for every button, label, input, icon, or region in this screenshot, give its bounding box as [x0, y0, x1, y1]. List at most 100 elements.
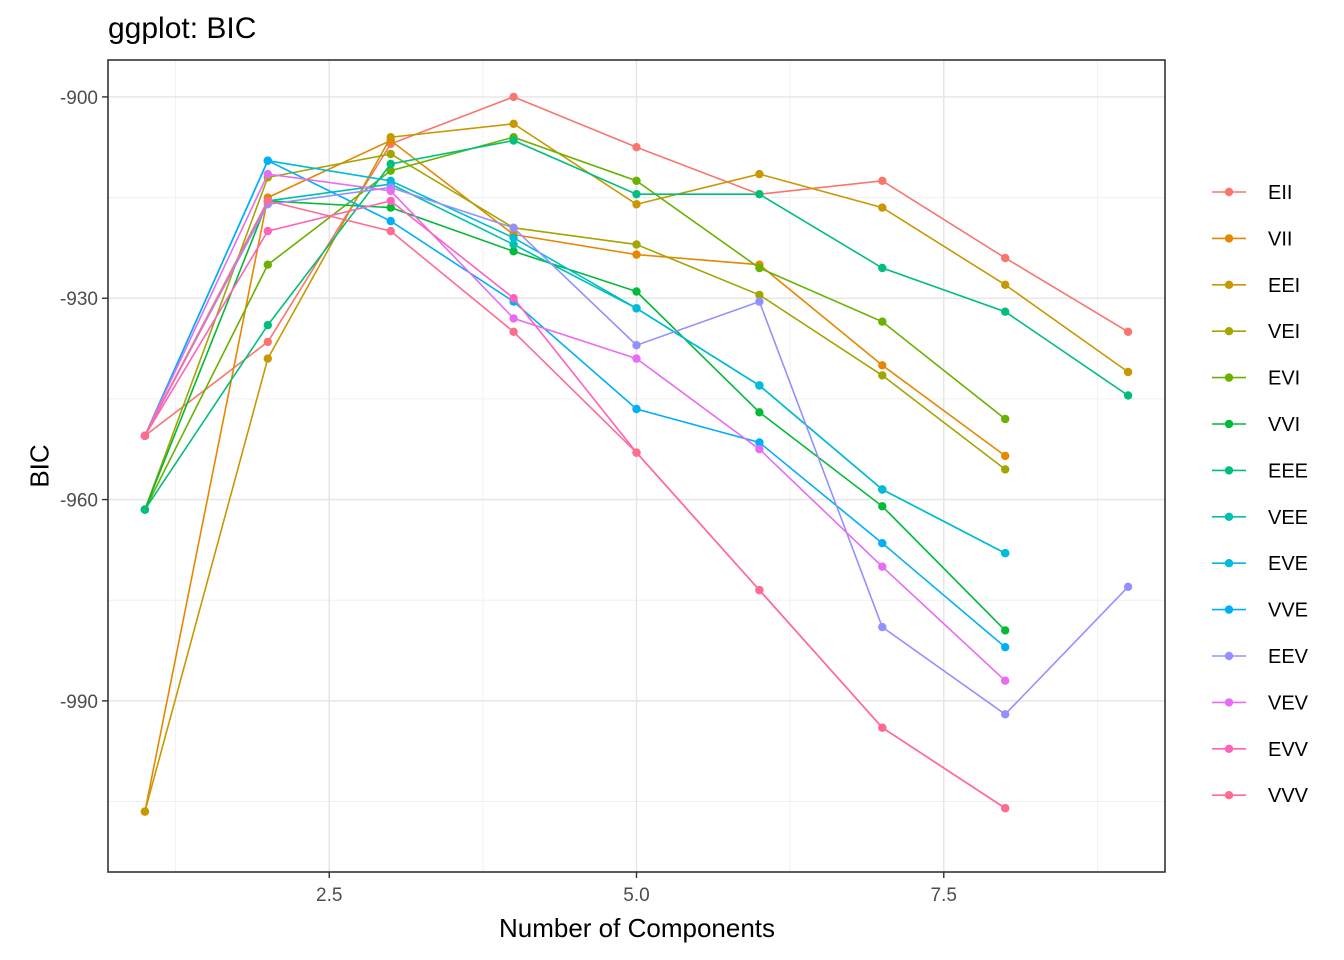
data-point-vve — [632, 404, 641, 414]
data-point-vev — [263, 169, 272, 179]
legend-label: VEI — [1268, 321, 1300, 343]
data-point-eei — [386, 133, 395, 142]
series-eee — [140, 136, 1133, 514]
data-point-eve — [509, 233, 518, 242]
legend-item-vei: VEI — [1212, 321, 1300, 343]
data-point-vvi — [386, 203, 395, 212]
data-point-eee — [140, 505, 150, 514]
series-line-evi — [144, 136, 1006, 510]
legend-label: VEE — [1268, 507, 1308, 529]
data-point-vei — [755, 290, 764, 300]
series-line-vve — [144, 159, 1006, 648]
data-point-eev — [755, 297, 764, 306]
data-point-eee — [1001, 307, 1010, 316]
data-point-vvv — [1001, 804, 1010, 813]
data-point-evi — [1001, 414, 1010, 424]
data-point-eee — [263, 320, 272, 330]
chart-title: ggplot: BIC — [108, 12, 257, 45]
data-point-eev — [509, 223, 518, 232]
legend-item-vvi: VVI — [1212, 414, 1300, 436]
legend-key-point — [1224, 234, 1234, 243]
legend-item-vee: VEE — [1212, 507, 1308, 529]
x-tick-label: 2.5 — [316, 885, 342, 906]
data-point-vvv — [140, 431, 150, 440]
legend-key-point — [1224, 327, 1234, 336]
data-point-eee — [632, 190, 641, 199]
data-point-vei — [1001, 465, 1010, 474]
data-point-eei — [140, 807, 150, 816]
data-point-eii — [1001, 253, 1010, 263]
data-point-vvv — [755, 585, 764, 595]
data-point-evi — [386, 166, 395, 175]
data-point-vvv — [509, 327, 518, 336]
legend-key-point — [1224, 419, 1234, 429]
data-point-vii — [1001, 451, 1010, 461]
series-line-vvv — [144, 199, 1006, 809]
data-point-vvv — [263, 196, 272, 206]
data-point-evv — [509, 294, 518, 303]
data-point-eii — [878, 176, 887, 185]
data-point-eee — [386, 159, 395, 169]
series-line-eve — [144, 159, 1006, 554]
data-point-vvv — [386, 226, 395, 236]
legend-key-point — [1224, 791, 1234, 800]
legend-label: EEI — [1268, 275, 1300, 297]
data-point-vvv — [632, 448, 641, 457]
data-point-vei — [386, 149, 395, 159]
series-eei — [140, 119, 1133, 816]
axis-ticks: 2.5 5.0 7.5 -900 -930 -960 -990 — [60, 88, 957, 906]
data-point-eei — [263, 354, 272, 363]
x-tick-label: 5.0 — [623, 885, 649, 906]
data-point-eii — [263, 337, 272, 347]
data-point-vve — [755, 438, 764, 447]
data-point-evi — [755, 263, 764, 273]
data-point-eve — [632, 304, 641, 313]
data-point-vee — [509, 240, 518, 249]
data-point-eei — [509, 119, 518, 128]
x-tick-label: 7.5 — [931, 885, 957, 906]
legend-label: VII — [1268, 228, 1292, 250]
legend-key-point — [1224, 559, 1234, 568]
legend-label: EVI — [1268, 368, 1300, 390]
series-line-vii — [144, 139, 1006, 812]
legend-item-vii: VII — [1212, 228, 1292, 250]
data-point-vvi — [755, 408, 764, 417]
legend-item-evi: EVI — [1212, 368, 1300, 390]
data-point-eei — [1001, 280, 1010, 289]
y-tick-label: -900 — [60, 88, 98, 109]
data-point-eve — [878, 485, 887, 494]
legend-label: VVI — [1268, 414, 1300, 436]
data-point-eei — [878, 203, 887, 212]
legend-item-eee: EEE — [1212, 460, 1308, 482]
data-point-evi — [263, 260, 272, 269]
series-line-vev — [144, 173, 1006, 682]
data-point-eei — [755, 169, 764, 179]
data-point-vev — [632, 354, 641, 363]
x-axis-label: Number of Components — [498, 913, 776, 943]
data-point-vvi — [632, 287, 641, 296]
legend-label: VVE — [1268, 600, 1308, 622]
data-point-eve — [386, 176, 395, 185]
data-point-vii — [878, 361, 887, 370]
data-point-vei — [878, 371, 887, 380]
data-point-vve — [263, 156, 272, 165]
legend-key-point — [1224, 187, 1234, 197]
data-point-vev — [1001, 676, 1010, 685]
data-point-eee — [878, 263, 887, 273]
data-point-vve — [878, 539, 887, 548]
data-point-vev — [878, 562, 887, 571]
legend-item-eii: EII — [1212, 182, 1292, 204]
data-point-vvi — [878, 502, 887, 511]
legend-key-point — [1224, 466, 1234, 475]
legend-key-point — [1224, 373, 1234, 382]
legend-key-point — [1224, 744, 1234, 753]
data-point-eee — [755, 190, 764, 199]
legend-label: EEE — [1268, 460, 1308, 482]
data-point-eev — [1123, 582, 1133, 591]
data-point-evi — [878, 317, 887, 326]
series-line-vei — [144, 153, 1006, 510]
y-tick-label: -960 — [60, 491, 98, 512]
series-vvv — [140, 196, 1010, 813]
legend-label: EEV — [1268, 646, 1309, 668]
